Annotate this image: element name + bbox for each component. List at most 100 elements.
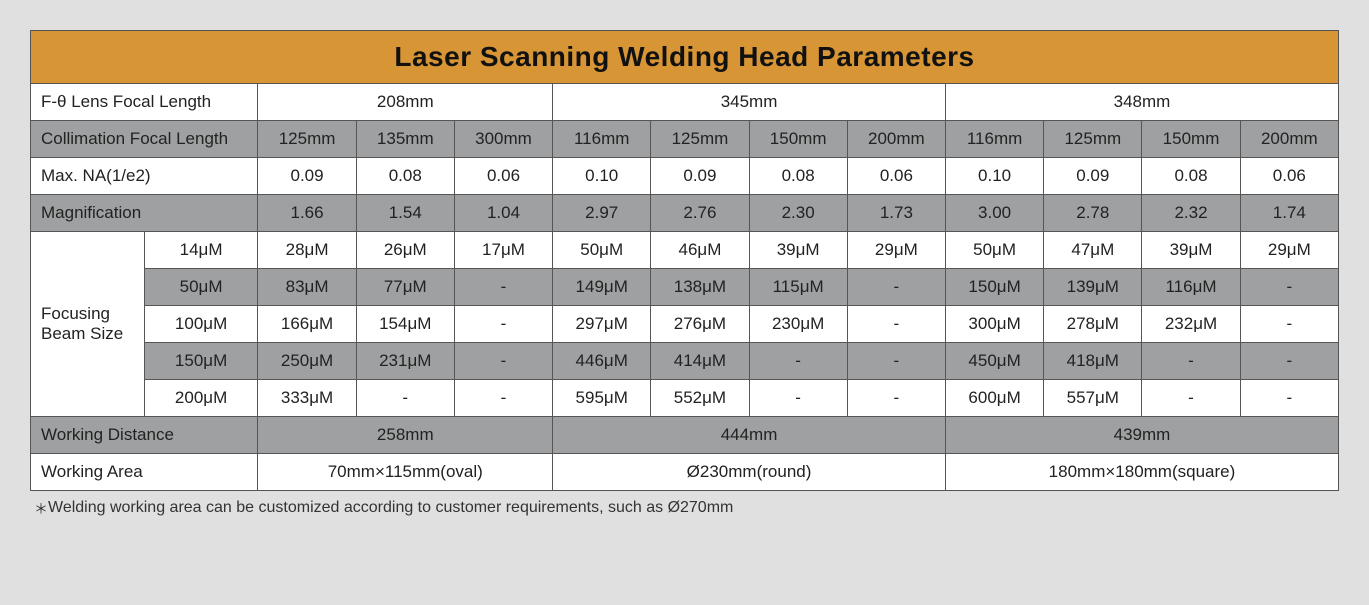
beam-in-3: 150μM xyxy=(144,343,258,380)
b4-0-0: 333μM xyxy=(258,380,356,417)
na-2-1: 0.09 xyxy=(1044,158,1142,195)
mag-1-2: 2.30 xyxy=(749,195,847,232)
label-max-na: Max. NA(1/e2) xyxy=(31,158,258,195)
mag-1-0: 2.97 xyxy=(553,195,651,232)
b1-2-0: 150μM xyxy=(945,269,1043,306)
b3-1-3: - xyxy=(847,343,945,380)
b0-0-1: 26μM xyxy=(356,232,454,269)
b3-2-1: 418μM xyxy=(1044,343,1142,380)
b1-1-2: 115μM xyxy=(749,269,847,306)
f-theta-g2: 348mm xyxy=(945,84,1338,121)
b3-2-3: - xyxy=(1240,343,1338,380)
b3-0-2: - xyxy=(454,343,552,380)
b0-2-3: 29μM xyxy=(1240,232,1338,269)
b4-1-1: 552μM xyxy=(651,380,749,417)
mag-0-2: 1.04 xyxy=(454,195,552,232)
label-focusing: Focusing Beam Size xyxy=(31,232,145,417)
mag-2-0: 3.00 xyxy=(945,195,1043,232)
na-2-3: 0.06 xyxy=(1240,158,1338,195)
mag-0-1: 1.54 xyxy=(356,195,454,232)
label-collimation: Collimation Focal Length xyxy=(31,121,258,158)
b0-1-3: 29μM xyxy=(847,232,945,269)
b0-1-0: 50μM xyxy=(553,232,651,269)
coll-2-3: 200mm xyxy=(1240,121,1338,158)
b1-2-1: 139μM xyxy=(1044,269,1142,306)
b4-1-3: - xyxy=(847,380,945,417)
coll-1-2: 150mm xyxy=(749,121,847,158)
f-theta-g0: 208mm xyxy=(258,84,553,121)
b4-1-2: - xyxy=(749,380,847,417)
coll-2-1: 125mm xyxy=(1044,121,1142,158)
coll-0-0: 125mm xyxy=(258,121,356,158)
na-2-0: 0.10 xyxy=(945,158,1043,195)
b2-0-1: 154μM xyxy=(356,306,454,343)
na-1-3: 0.06 xyxy=(847,158,945,195)
b2-1-3: - xyxy=(847,306,945,343)
coll-1-3: 200mm xyxy=(847,121,945,158)
na-0-1: 0.08 xyxy=(356,158,454,195)
label-working-area: Working Area xyxy=(31,454,258,491)
b2-0-0: 166μM xyxy=(258,306,356,343)
b4-2-0: 600μM xyxy=(945,380,1043,417)
b1-0-1: 77μM xyxy=(356,269,454,306)
b2-1-2: 230μM xyxy=(749,306,847,343)
b3-2-0: 450μM xyxy=(945,343,1043,380)
coll-1-0: 116mm xyxy=(553,121,651,158)
b3-2-2: - xyxy=(1142,343,1240,380)
b1-2-2: 116μM xyxy=(1142,269,1240,306)
b3-1-0: 446μM xyxy=(553,343,651,380)
row-magnification: Magnification 1.66 1.54 1.04 2.97 2.76 2… xyxy=(31,195,1339,232)
na-0-2: 0.06 xyxy=(454,158,552,195)
row-beam-3: 150μM 250μM 231μM - 446μM 414μM - - 450μ… xyxy=(31,343,1339,380)
na-2-2: 0.08 xyxy=(1142,158,1240,195)
b2-1-1: 276μM xyxy=(651,306,749,343)
b0-0-0: 28μM xyxy=(258,232,356,269)
b1-2-3: - xyxy=(1240,269,1338,306)
b4-2-3: - xyxy=(1240,380,1338,417)
b4-2-2: - xyxy=(1142,380,1240,417)
na-0-0: 0.09 xyxy=(258,158,356,195)
mag-2-3: 1.74 xyxy=(1240,195,1338,232)
b2-2-3: - xyxy=(1240,306,1338,343)
coll-1-1: 125mm xyxy=(651,121,749,158)
footnote: ＊Welding working area can be customized … xyxy=(30,491,1339,519)
b4-2-1: 557μM xyxy=(1044,380,1142,417)
mag-0-0: 1.66 xyxy=(258,195,356,232)
parameters-table: Laser Scanning Welding Head Parameters F… xyxy=(30,30,1339,491)
asterisk-icon: ＊ xyxy=(34,501,48,517)
b1-0-2: - xyxy=(454,269,552,306)
wd-1: 444mm xyxy=(553,417,946,454)
label-f-theta: F-θ Lens Focal Length xyxy=(31,84,258,121)
b2-1-0: 297μM xyxy=(553,306,651,343)
b0-2-0: 50μM xyxy=(945,232,1043,269)
footnote-text: Welding working area can be customized a… xyxy=(48,499,733,516)
parameters-table-wrapper: Laser Scanning Welding Head Parameters F… xyxy=(30,30,1339,519)
wd-2: 439mm xyxy=(945,417,1338,454)
b4-0-2: - xyxy=(454,380,552,417)
b0-1-1: 46μM xyxy=(651,232,749,269)
row-beam-0: Focusing Beam Size 14μM 28μM 26μM 17μM 5… xyxy=(31,232,1339,269)
row-working-area: Working Area 70mm×115mm(oval) Ø230mm(rou… xyxy=(31,454,1339,491)
row-beam-4: 200μM 333μM - - 595μM 552μM - - 600μM 55… xyxy=(31,380,1339,417)
b3-1-1: 414μM xyxy=(651,343,749,380)
row-collimation: Collimation Focal Length 125mm 135mm 300… xyxy=(31,121,1339,158)
row-f-theta: F-θ Lens Focal Length 208mm 345mm 348mm xyxy=(31,84,1339,121)
na-1-0: 0.10 xyxy=(553,158,651,195)
row-max-na: Max. NA(1/e2) 0.09 0.08 0.06 0.10 0.09 0… xyxy=(31,158,1339,195)
b1-0-0: 83μM xyxy=(258,269,356,306)
label-magnification: Magnification xyxy=(31,195,258,232)
row-working-distance: Working Distance 258mm 444mm 439mm xyxy=(31,417,1339,454)
title-row: Laser Scanning Welding Head Parameters xyxy=(31,31,1339,84)
coll-2-2: 150mm xyxy=(1142,121,1240,158)
b3-0-1: 231μM xyxy=(356,343,454,380)
beam-in-1: 50μM xyxy=(144,269,258,306)
b1-1-0: 149μM xyxy=(553,269,651,306)
wa-1: Ø230mm(round) xyxy=(553,454,946,491)
b1-1-3: - xyxy=(847,269,945,306)
na-1-2: 0.08 xyxy=(749,158,847,195)
label-working-distance: Working Distance xyxy=(31,417,258,454)
wa-2: 180mm×180mm(square) xyxy=(945,454,1338,491)
b2-2-1: 278μM xyxy=(1044,306,1142,343)
b4-0-1: - xyxy=(356,380,454,417)
beam-in-4: 200μM xyxy=(144,380,258,417)
